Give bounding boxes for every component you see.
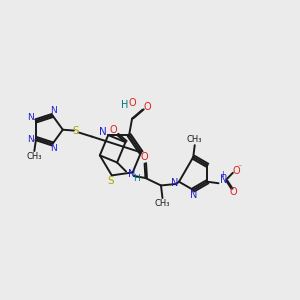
- Text: O: O: [129, 98, 136, 108]
- Text: N: N: [27, 113, 34, 122]
- Text: +: +: [219, 170, 226, 179]
- Text: CH₃: CH₃: [27, 152, 42, 161]
- Text: N: N: [50, 106, 56, 115]
- Text: N: N: [99, 127, 107, 137]
- Text: N: N: [27, 136, 34, 145]
- Text: ⁻: ⁻: [237, 162, 242, 171]
- Text: H: H: [121, 100, 128, 110]
- Text: N: N: [128, 169, 135, 179]
- Text: H: H: [133, 174, 140, 183]
- Text: CH₃: CH₃: [187, 135, 203, 144]
- Text: O: O: [140, 152, 148, 162]
- Text: S: S: [73, 126, 79, 136]
- Text: N: N: [190, 190, 197, 200]
- Text: O: O: [109, 124, 117, 135]
- Text: N: N: [171, 178, 178, 188]
- Text: S: S: [108, 176, 115, 186]
- Text: N: N: [220, 175, 228, 185]
- Text: N: N: [50, 145, 57, 154]
- Text: O: O: [230, 187, 237, 197]
- Text: CH₃: CH₃: [155, 199, 170, 208]
- Text: O: O: [144, 102, 152, 112]
- Text: O: O: [232, 166, 240, 176]
